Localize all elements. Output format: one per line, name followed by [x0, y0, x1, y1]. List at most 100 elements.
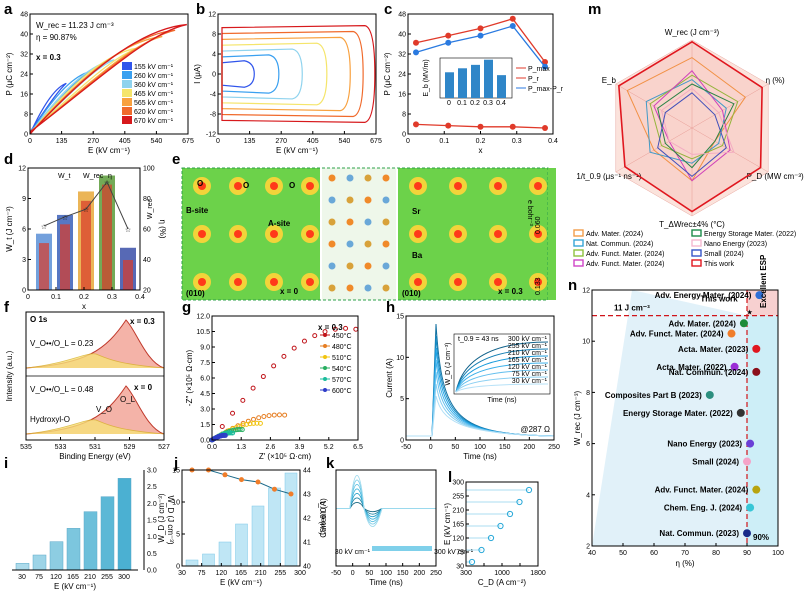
series-line — [415, 18, 546, 63]
data-point — [445, 122, 452, 129]
legend-label: η — [108, 173, 112, 180]
k-xtick-label: 200 — [413, 570, 425, 577]
inset-legend-label: 165 kV cm⁻¹ — [508, 357, 548, 364]
d-y2tick-label: 20 — [143, 288, 151, 295]
ie-loop — [221, 60, 255, 88]
panel-g: 450°C 480°C 510°C 540°C 570°C 600°C 0.0 1.3 2.6 3… — [185, 314, 363, 462]
l-ytick-label: 210 — [452, 508, 464, 515]
atom-core — [414, 182, 422, 190]
radar-axis — [691, 83, 769, 129]
bar-wrec — [102, 184, 112, 290]
ytick-label: 3.0 — [147, 468, 157, 475]
atom-core — [494, 230, 502, 238]
d-xtick-label: 0 — [26, 294, 30, 301]
d-ytick-label: 12 — [18, 166, 26, 173]
b-ytick-label: 12 — [208, 12, 216, 19]
j-xtick-label: 255 — [274, 570, 286, 577]
density-map — [322, 168, 396, 300]
lattice-atom — [382, 284, 390, 292]
bar — [32, 554, 47, 571]
data-point — [477, 32, 484, 39]
j-ytick-label: 5 — [176, 532, 180, 539]
g-ytick-label: 4.5 — [200, 391, 210, 398]
data-point — [509, 23, 516, 29]
a-ytick-label: 40 — [20, 32, 28, 39]
b-xtick-label: 540 — [339, 138, 351, 145]
legend-label: This work — [704, 261, 734, 268]
b-xtick-label: 675 — [370, 138, 382, 145]
data-point — [752, 367, 761, 376]
point-label: Adv. Energy Mater. (2024) — [655, 291, 752, 300]
ie-loop — [221, 48, 303, 100]
data-point — [478, 546, 485, 554]
impedance-point — [239, 427, 245, 433]
atom-core — [534, 278, 542, 286]
inset-curve — [455, 362, 549, 393]
legend-label: 30 kV cm⁻¹ — [335, 549, 371, 556]
x-axis-label: η (%) — [675, 559, 694, 568]
ytick-label: 0.0 — [147, 568, 157, 575]
d-y2tick-label: 80 — [143, 196, 151, 203]
data-point — [487, 534, 495, 542]
atom-core — [270, 230, 278, 238]
h-ytick-label: 0 — [400, 438, 404, 445]
j-xtick-label: 75 — [198, 570, 206, 577]
atom-core — [494, 182, 502, 190]
ytick-label: 0.5 — [147, 551, 157, 558]
legend-swatch — [122, 71, 132, 79]
point-label: Adv. Funct. Mater. (2024) — [630, 330, 724, 339]
n-xtick-label: 100 — [772, 550, 784, 557]
t09-point — [222, 472, 228, 478]
annotation: 90% — [753, 533, 769, 542]
legend-label: Nat. Commun. (2024) — [586, 241, 653, 248]
a-ytick-label: 48 — [20, 12, 28, 19]
bar — [100, 496, 115, 571]
l-ytick-label: 120 — [452, 536, 464, 543]
site-label: A-site — [268, 219, 291, 228]
c-xtick-label: 0.2 — [476, 138, 486, 145]
data-point — [506, 510, 514, 518]
c-ytick-label: 48 — [398, 12, 406, 19]
j-xtick-label: 165 — [235, 570, 247, 577]
legend-swatch — [573, 249, 584, 257]
j-y2tick-label: 40 — [303, 564, 311, 571]
trend-band — [592, 290, 747, 546]
data-point — [542, 125, 548, 131]
bar — [83, 511, 98, 571]
panel-c: 0 0.1 0.2 0.3 0.4E_b (MV/m) P_maxP_rP_max-P_r… — [383, 12, 564, 156]
panel-l: 300 1000 1800 30 75 120 165 210 255 300 C_D (A cm⁻… — [443, 480, 546, 588]
x-axis-label: Time (ns) — [463, 452, 497, 461]
impedance-point — [237, 427, 243, 433]
data-point — [516, 498, 523, 506]
y2-axis-label: η (%) — [158, 219, 167, 238]
n-ytick-label: 2 — [586, 544, 590, 551]
y-axis-label: W_D (J cm⁻³) — [157, 493, 166, 542]
x-axis-label: Time (ns) — [369, 578, 403, 587]
xtick-label: 120 — [50, 574, 62, 581]
eta-star: ☆ — [125, 226, 131, 234]
f-xtick-label: 531 — [89, 444, 101, 451]
atom-label: O — [197, 179, 203, 188]
g-xtick-label: 3.9 — [295, 444, 305, 451]
legend-marker — [323, 366, 327, 370]
xtick-label: 75 — [35, 574, 43, 581]
annotation: η = 90.87% — [36, 33, 77, 42]
impedance-point — [240, 397, 246, 403]
legend-swatch — [122, 98, 132, 106]
data-point — [468, 558, 476, 566]
point-label: Acta. Mater. (2023) — [678, 345, 749, 354]
xtick-label: 300 — [118, 574, 130, 581]
lattice-atom — [382, 262, 390, 270]
radar-axis-label: E_b — [602, 76, 617, 85]
g-xtick-label: 5.2 — [324, 444, 334, 451]
k-xtick-label: 150 — [397, 570, 409, 577]
panel-label-f: f — [4, 299, 10, 316]
annotation: W_rec = 11.23 J cm⁻³ — [36, 21, 114, 30]
a-xtick-label: 540 — [151, 138, 163, 145]
inset-curve — [455, 341, 549, 393]
ytick-label: 1.5 — [147, 518, 157, 525]
l-ytick-label: 30 — [456, 564, 464, 571]
impedance-point — [256, 415, 262, 421]
